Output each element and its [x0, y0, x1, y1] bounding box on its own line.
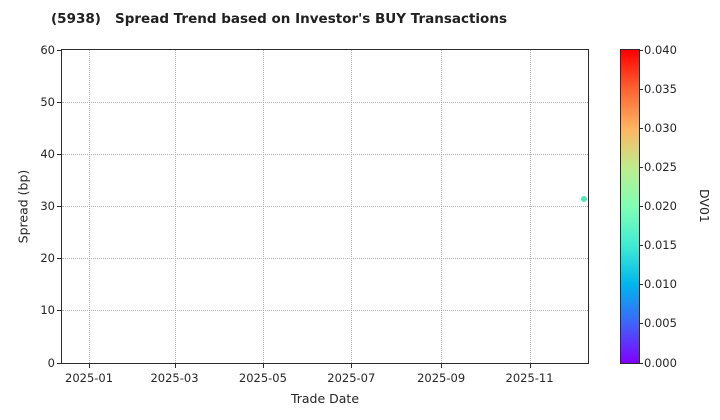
- x-tick: [441, 363, 443, 368]
- x-tick: [89, 363, 91, 368]
- colorbar-tick: [639, 206, 643, 207]
- colorbar-tick-label: 0.035: [644, 81, 677, 96]
- y-tick-label: 60: [40, 42, 55, 57]
- plot-area: [61, 49, 589, 364]
- colorbar-tick: [639, 88, 643, 90]
- x-tick: [174, 363, 176, 368]
- y-tick: [56, 310, 61, 312]
- y-gridline: [62, 310, 588, 312]
- x-tick: [529, 363, 531, 368]
- y-gridline: [62, 258, 588, 260]
- colorbar-tick-label: 0.025: [644, 159, 677, 174]
- y-tick-label: 10: [40, 303, 55, 318]
- y-tick: [56, 49, 61, 51]
- y-gridline: [62, 153, 588, 155]
- colorbar-tick: [639, 166, 643, 168]
- x-axis-label: Trade Date: [290, 391, 360, 406]
- colorbar-tick: [639, 245, 643, 247]
- x-tick-label: 2025-11: [505, 371, 554, 385]
- colorbar-label: DV01: [697, 189, 712, 223]
- y-tick: [56, 153, 61, 155]
- x-tick: [262, 363, 264, 368]
- y-tick-label: 0: [47, 355, 55, 370]
- colorbar-tick: [639, 362, 643, 364]
- colorbar-tick-label: 0.000: [644, 355, 677, 370]
- y-tick-label: 30: [40, 199, 55, 213]
- x-tick-label: 2025-01: [65, 371, 114, 385]
- x-tick-label: 2025-05: [238, 371, 287, 385]
- y-tick-label: 50: [40, 94, 55, 109]
- y-tick-label: 40: [40, 146, 55, 161]
- colorbar-tick: [639, 323, 643, 325]
- colorbar-tick-label: 0.010: [644, 277, 677, 292]
- colorbar-tick-label: 0.005: [644, 316, 677, 331]
- y-gridline: [62, 206, 588, 207]
- colorbar-tick-label: 0.040: [644, 42, 677, 57]
- y-tick: [56, 362, 61, 364]
- colorbar-tick: [639, 284, 643, 286]
- y-tick: [56, 101, 61, 103]
- scatter-point: [580, 196, 587, 203]
- y-tick-label: 20: [40, 251, 55, 266]
- y-gridline: [62, 101, 588, 103]
- colorbar-tick-label: 0.030: [644, 120, 677, 135]
- x-tick-label: 2025-09: [417, 371, 466, 385]
- colorbar: [620, 49, 640, 364]
- x-tick: [351, 363, 353, 368]
- chart-title: (5938) Spread Trend based on Investor's …: [51, 11, 507, 27]
- y-tick: [56, 206, 61, 207]
- colorbar-tick: [639, 49, 643, 51]
- x-tick-label: 2025-07: [327, 371, 376, 385]
- x-tick-label: 2025-03: [150, 371, 199, 385]
- colorbar-tick-label: 0.020: [644, 199, 677, 213]
- colorbar-tick: [639, 127, 643, 129]
- y-tick: [56, 258, 61, 260]
- colorbar-tick-label: 0.015: [644, 238, 677, 253]
